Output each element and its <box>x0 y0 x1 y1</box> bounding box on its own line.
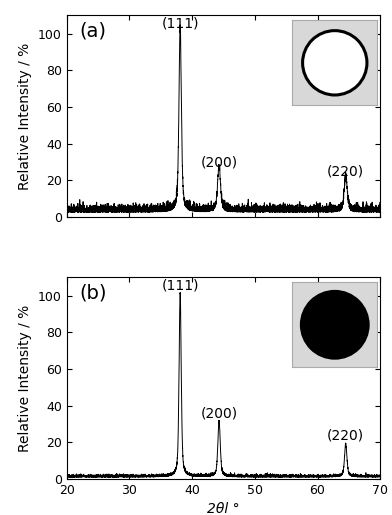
Text: (200): (200) <box>200 156 238 169</box>
Text: (220): (220) <box>327 428 364 442</box>
Text: (220): (220) <box>327 164 364 179</box>
Text: (111): (111) <box>162 278 199 292</box>
X-axis label: 2θl °: 2θl ° <box>207 502 240 515</box>
Text: (200): (200) <box>200 406 238 420</box>
Y-axis label: Relative Intensity / %: Relative Intensity / % <box>18 43 33 190</box>
Y-axis label: Relative Intensity / %: Relative Intensity / % <box>18 304 33 452</box>
Text: (b): (b) <box>79 283 107 302</box>
Text: (111): (111) <box>162 16 199 30</box>
Text: (a): (a) <box>79 22 106 41</box>
